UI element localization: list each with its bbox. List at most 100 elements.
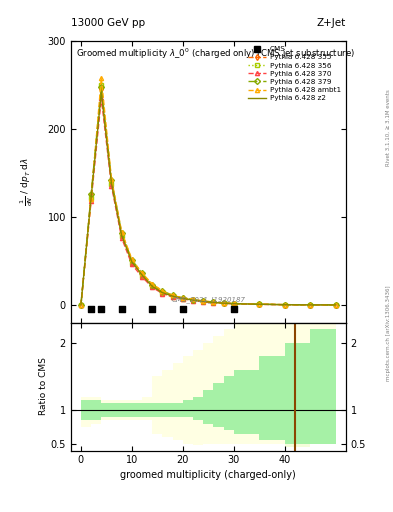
Pythia 6.428 379 [191, 296, 195, 303]
Pythia 6.428 379 [79, 302, 83, 308]
Pythia 6.428 z2 [130, 259, 134, 265]
Text: Groomed multiplicity $\lambda\_0^0$ (charged only) (CMS jet substructure): Groomed multiplicity $\lambda\_0^0$ (cha… [76, 47, 355, 61]
Pythia 6.428 379 [130, 257, 134, 263]
Pythia 6.428 z2 [333, 302, 338, 308]
Pythia 6.428 356 [140, 273, 144, 279]
Pythia 6.428 z2 [160, 290, 165, 296]
CMS [231, 305, 237, 313]
Pythia 6.428 370 [257, 301, 262, 307]
Pythia 6.428 355 [150, 283, 154, 289]
Pythia 6.428 z2 [79, 302, 83, 308]
Pythia 6.428 ambt1 [180, 295, 185, 301]
Pythia 6.428 356 [119, 233, 124, 240]
CMS [88, 305, 94, 313]
Pythia 6.428 356 [150, 284, 154, 290]
Pythia 6.428 356 [109, 180, 114, 186]
Pythia 6.428 356 [211, 299, 216, 305]
Pythia 6.428 379 [333, 302, 338, 308]
Pythia 6.428 370 [119, 235, 124, 241]
Pythia 6.428 z2 [109, 180, 114, 186]
CMS [149, 305, 155, 313]
Pythia 6.428 ambt1 [221, 300, 226, 306]
Text: Z+Jet: Z+Jet [317, 18, 346, 28]
Pythia 6.428 356 [99, 82, 104, 88]
Pythia 6.428 356 [231, 301, 236, 307]
Pythia 6.428 ambt1 [150, 281, 154, 287]
Pythia 6.428 355 [333, 302, 338, 308]
Pythia 6.428 356 [89, 195, 94, 201]
Pythia 6.428 ambt1 [282, 302, 287, 308]
CMS [119, 305, 125, 313]
Text: 13000 GeV pp: 13000 GeV pp [71, 18, 145, 28]
Pythia 6.428 379 [308, 302, 312, 308]
Pythia 6.428 379 [282, 302, 287, 308]
Pythia 6.428 370 [160, 290, 165, 296]
Pythia 6.428 370 [191, 297, 195, 304]
Pythia 6.428 z2 [170, 293, 175, 299]
Pythia 6.428 356 [191, 297, 195, 303]
Pythia 6.428 z2 [221, 300, 226, 306]
Pythia 6.428 z2 [140, 272, 144, 278]
Line: Pythia 6.428 370: Pythia 6.428 370 [79, 96, 338, 307]
Pythia 6.428 355 [257, 301, 262, 307]
Text: mcplots.cern.ch [arXiv:1306.3436]: mcplots.cern.ch [arXiv:1306.3436] [386, 285, 391, 380]
Pythia 6.428 379 [231, 301, 236, 307]
Y-axis label: $\frac{1}{\mathrm{d}N}$ / $\mathrm{d}p_T$ $\mathrm{d}\lambda$: $\frac{1}{\mathrm{d}N}$ / $\mathrm{d}p_T… [18, 157, 35, 206]
Line: Pythia 6.428 356: Pythia 6.428 356 [79, 83, 338, 307]
Pythia 6.428 370 [282, 302, 287, 308]
Pythia 6.428 379 [221, 300, 226, 306]
Pythia 6.428 ambt1 [130, 256, 134, 262]
Pythia 6.428 z2 [89, 195, 94, 201]
Pythia 6.428 370 [201, 299, 206, 305]
Pythia 6.428 379 [170, 292, 175, 298]
Pythia 6.428 z2 [99, 89, 104, 95]
Pythia 6.428 z2 [201, 298, 206, 305]
Pythia 6.428 356 [180, 296, 185, 302]
Pythia 6.428 356 [282, 302, 287, 308]
Y-axis label: Ratio to CMS: Ratio to CMS [39, 357, 48, 416]
Pythia 6.428 355 [160, 289, 165, 295]
Pythia 6.428 379 [201, 298, 206, 304]
Pythia 6.428 379 [119, 230, 124, 236]
Pythia 6.428 ambt1 [79, 302, 83, 308]
Pythia 6.428 370 [79, 302, 83, 308]
Pythia 6.428 355 [201, 298, 206, 305]
Pythia 6.428 355 [130, 258, 134, 264]
Pythia 6.428 356 [257, 301, 262, 307]
Pythia 6.428 355 [79, 302, 83, 308]
Pythia 6.428 ambt1 [89, 196, 94, 202]
Pythia 6.428 379 [180, 295, 185, 301]
Pythia 6.428 355 [140, 271, 144, 277]
Pythia 6.428 355 [211, 299, 216, 305]
Pythia 6.428 355 [119, 231, 124, 238]
Pythia 6.428 z2 [119, 232, 124, 239]
Pythia 6.428 370 [180, 296, 185, 302]
Pythia 6.428 356 [201, 298, 206, 305]
Pythia 6.428 355 [231, 301, 236, 307]
Pythia 6.428 355 [180, 295, 185, 301]
Pythia 6.428 ambt1 [201, 298, 206, 304]
Legend: CMS, Pythia 6.428 355, Pythia 6.428 356, Pythia 6.428 370, Pythia 6.428 379, Pyt: CMS, Pythia 6.428 355, Pythia 6.428 356,… [246, 45, 342, 103]
Pythia 6.428 355 [109, 179, 114, 185]
Pythia 6.428 370 [89, 198, 94, 204]
Pythia 6.428 370 [109, 183, 114, 189]
Pythia 6.428 379 [99, 83, 104, 90]
Pythia 6.428 z2 [211, 299, 216, 305]
Pythia 6.428 z2 [257, 301, 262, 307]
Pythia 6.428 379 [89, 191, 94, 197]
Pythia 6.428 ambt1 [109, 176, 114, 182]
Pythia 6.428 355 [282, 302, 287, 308]
Pythia 6.428 ambt1 [140, 270, 144, 276]
Pythia 6.428 379 [140, 270, 144, 276]
Pythia 6.428 370 [170, 294, 175, 300]
Pythia 6.428 379 [211, 299, 216, 305]
Pythia 6.428 ambt1 [160, 288, 165, 294]
Pythia 6.428 355 [221, 300, 226, 306]
Pythia 6.428 z2 [282, 302, 287, 308]
Pythia 6.428 356 [79, 302, 83, 308]
X-axis label: groomed multiplicity (charged-only): groomed multiplicity (charged-only) [120, 470, 296, 480]
Pythia 6.428 356 [308, 302, 312, 308]
Pythia 6.428 ambt1 [211, 299, 216, 305]
Pythia 6.428 356 [170, 294, 175, 300]
Pythia 6.428 z2 [191, 297, 195, 303]
